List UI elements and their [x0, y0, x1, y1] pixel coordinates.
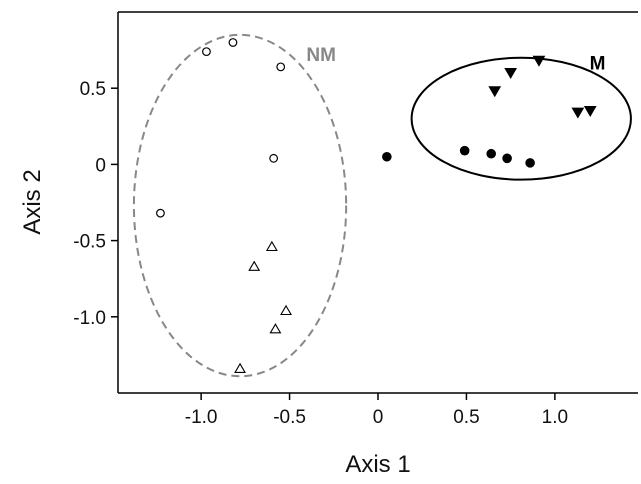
plot-frame [117, 11, 638, 394]
x-tick-label: 0 [373, 407, 384, 428]
point-open-circle [276, 62, 286, 72]
x-tick-label: 0.5 [453, 407, 479, 428]
x-tick-label: -0.5 [273, 407, 306, 428]
point-filled-circle [459, 145, 470, 156]
point-filled-triangle-down [583, 106, 597, 118]
group-ellipse-m [410, 56, 632, 181]
point-filled-triangle-down [504, 67, 518, 79]
y-tick-label: 0.5 [80, 79, 106, 100]
x-tick-label: 1.0 [542, 407, 568, 428]
point-open-circle [202, 47, 211, 57]
point-open-triangle [234, 362, 246, 373]
point-filled-circle [486, 148, 496, 159]
point-open-circle [269, 153, 279, 163]
group-ellipse-nm [132, 33, 348, 378]
x-tick-label: -1.0 [185, 407, 218, 428]
y-tick-label: 0 [95, 155, 106, 176]
point-open-triangle [280, 304, 292, 316]
group-label-m: M [590, 54, 606, 75]
data-points [156, 38, 597, 373]
point-filled-circle [525, 158, 535, 168]
point-filled-triangle-down [488, 86, 502, 98]
group-ellipses: NM M [132, 33, 632, 378]
point-open-triangle [265, 240, 278, 252]
point-open-circle [228, 38, 238, 47]
point-open-triangle [248, 260, 261, 271]
x-axis-ticks: -1.0 -0.5 0 0.5 1.0 [185, 393, 568, 428]
y-axis-ticks: -1.0 -0.5 0 0.5 [73, 79, 118, 329]
group-label-nm: NM [306, 45, 336, 66]
point-filled-triangle-down [571, 107, 585, 119]
point-open-circle [156, 208, 165, 218]
y-tick-label: -1.0 [73, 308, 106, 329]
point-open-triangle [269, 323, 282, 334]
y-tick-label: -0.5 [73, 232, 106, 253]
point-filled-circle [382, 151, 392, 162]
point-filled-circle [502, 153, 512, 164]
y-axis-title: Axis 2 [19, 169, 46, 234]
x-axis-title: Axis 1 [345, 451, 410, 478]
point-filled-triangle-down [532, 55, 546, 67]
